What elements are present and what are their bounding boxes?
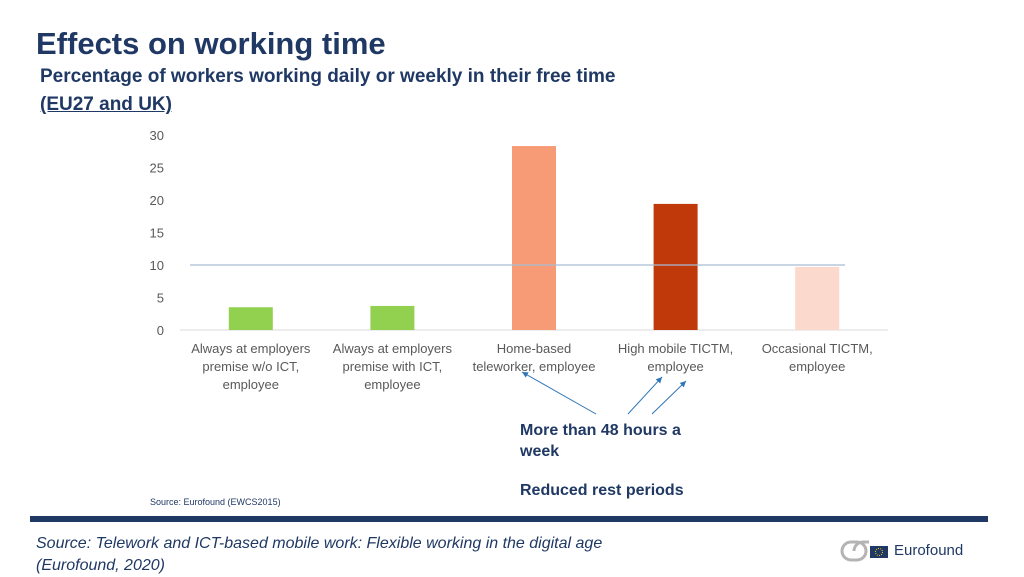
x-tick-label: Home-based teleworker, employee	[473, 341, 596, 374]
y-tick-label: 30	[150, 128, 164, 143]
bar-chart: 0 5 10 15 20 25 30 Always at employers premise w…	[150, 128, 888, 415]
bar	[795, 266, 840, 330]
annotation-rest-periods: Reduced rest periods	[520, 482, 684, 499]
y-tick-label: 5	[157, 291, 164, 306]
page-title: Effects on working time	[36, 26, 386, 61]
y-tick-label: 15	[150, 226, 164, 241]
y-tick-label: 20	[150, 193, 164, 208]
bar	[370, 305, 415, 330]
annotation-arrow	[651, 380, 687, 415]
x-tick-label: Always at employers premise with ICT, empl…	[333, 341, 453, 392]
y-tick-label: 10	[150, 258, 164, 273]
chart-source: Source: Eurofound (EWCS2015)	[150, 497, 281, 507]
footer-source: Source: Telework and ICT-based mobile wo…	[36, 535, 603, 574]
x-tick-label: Always at employers premise w/o ICT, emplo…	[191, 341, 311, 392]
x-tick-label: High mobile TICTM, employee	[618, 341, 733, 374]
annotation-long-hours: More than 48 hours a week	[520, 422, 681, 460]
y-tick-label: 0	[157, 323, 164, 338]
annotation-arrow	[627, 376, 663, 415]
y-tick-label: 25	[150, 161, 164, 176]
chart-subtitle: Percentage of workers working daily or w…	[40, 66, 616, 87]
bar	[228, 307, 273, 330]
footer-divider	[30, 516, 988, 522]
bar	[512, 146, 556, 330]
region-label: (EU27 and UK)	[40, 94, 172, 115]
eurofound-logo-icon	[840, 540, 888, 562]
bar	[653, 203, 698, 330]
eurofound-logo: Eurofound	[838, 538, 978, 564]
annotation-arrow	[521, 371, 597, 415]
eurofound-logo-text: Eurofound	[894, 542, 964, 559]
x-tick-label: Occasional TICTM, employee	[762, 341, 873, 374]
